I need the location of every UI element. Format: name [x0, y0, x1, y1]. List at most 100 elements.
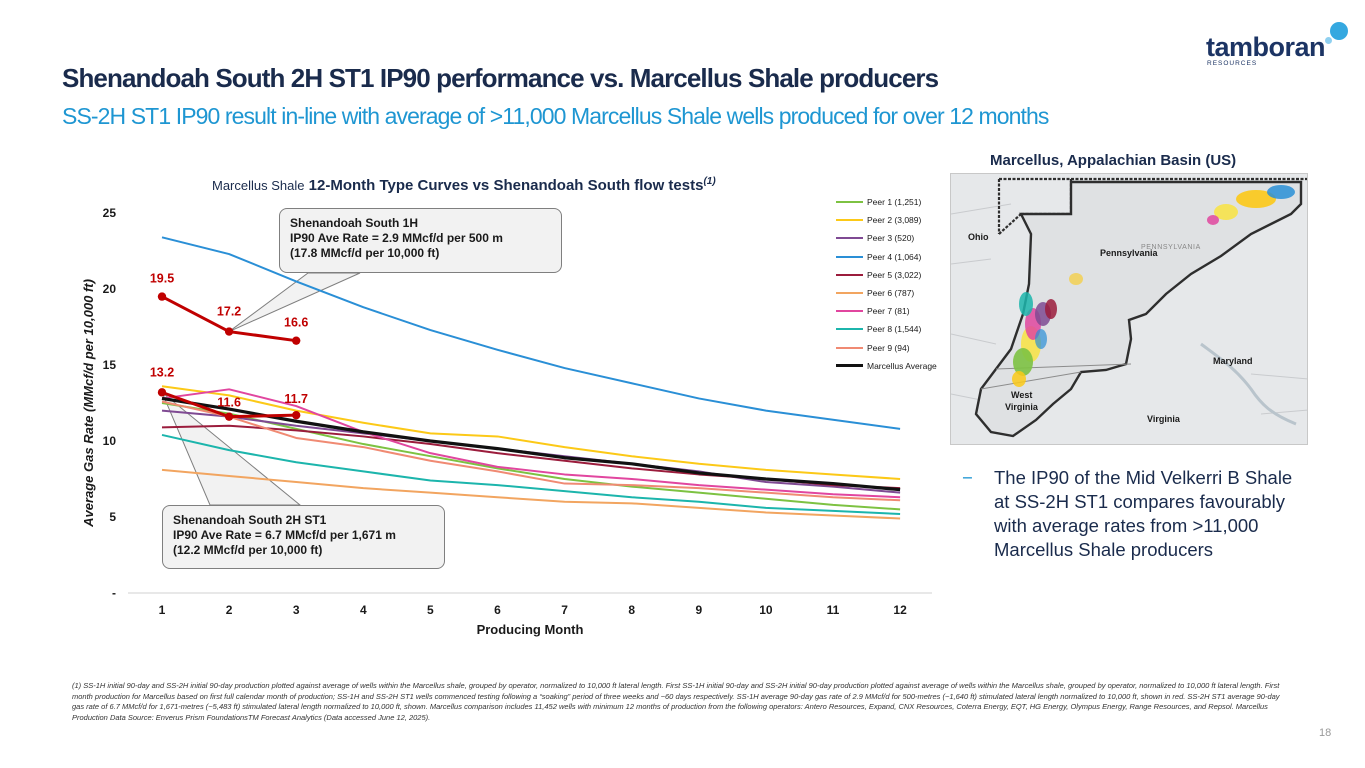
- legend-swatch: [836, 364, 863, 368]
- callout-leader-lines: [161, 272, 361, 506]
- legend-label: Peer 4 (1,064): [867, 251, 922, 262]
- legend-label: Marcellus Average: [867, 360, 937, 371]
- legend-item: Peer 9 (94): [836, 339, 951, 357]
- series-line-peer-4-1-064: [161, 236, 901, 430]
- legend-label: Peer 8 (1,544): [867, 324, 922, 335]
- legend-swatch: [836, 237, 863, 240]
- series-line-peer-1-1-251: [161, 402, 901, 511]
- highlight-data-label: 11.6: [217, 396, 241, 410]
- highlight-point-shenandoah-south-2h-st1: [157, 388, 167, 397]
- highlight-point-shenandoah-south-1h: [224, 327, 234, 336]
- legend-swatch: [836, 292, 863, 295]
- callout-line: IP90 Ave Rate = 6.7 MMcf/d per 1,671 m: [173, 528, 396, 542]
- callout-line: (17.8 MMcf/d per 10,000 ft): [290, 246, 440, 260]
- page-number: 18: [1319, 727, 1332, 739]
- x-tick-label: 9: [695, 603, 702, 617]
- legend-label: Peer 9 (94): [867, 342, 910, 353]
- series-line-peer-5-3-022: [161, 424, 901, 490]
- map-county-lines: [951, 203, 1307, 415]
- callout-line: (12.2 MMcf/d per 10,000 ft): [173, 543, 323, 557]
- x-tick-label: 4: [360, 603, 367, 617]
- chart-labels: 19.5 17.2 16.6 13.2 11.6 11.7: [150, 272, 309, 410]
- legend-swatch: [836, 346, 863, 349]
- leader-ss1h: [228, 272, 361, 333]
- marcellus-basin-map: Ohio Pennsylvania PENNSYLVANIA Maryland …: [950, 173, 1308, 445]
- series-line-marcellus-average: [161, 396, 901, 492]
- footnote: (1) SS-1H initial 90-day and SS-2H initi…: [72, 681, 1280, 722]
- legend-item: Peer 6 (787): [836, 284, 951, 302]
- map-bay: [1200, 342, 1297, 426]
- highlight-data-label: 19.5: [150, 272, 174, 286]
- series-line-peer-9-94: [161, 400, 901, 502]
- chart-title: Marcellus Shale 12-Month Type Curves vs …: [212, 176, 716, 194]
- page-title: Shenandoah South 2H ST1 IP90 performance…: [62, 63, 939, 93]
- x-tick-label: 8: [628, 603, 635, 617]
- x-tick-label: 6: [494, 603, 501, 617]
- legend-item: Marcellus Average: [836, 357, 951, 375]
- bullet-text: The IP90 of the Mid Velkerri B Shale at …: [994, 467, 1293, 560]
- well-clusters: [1012, 185, 1295, 387]
- x-tick-label: 5: [427, 603, 434, 617]
- x-tick-label: 3: [293, 603, 300, 617]
- legend-swatch: [836, 255, 863, 258]
- callout-ss1h: Shenandoah South 1H IP90 Ave Rate = 2.9 M…: [279, 208, 562, 273]
- logo-wordmark: tamboran: [1206, 32, 1326, 62]
- series-line-peer-6-787: [161, 468, 901, 520]
- legend-swatch: [836, 328, 863, 331]
- logo-subtext: RESOURCES: [1207, 60, 1258, 67]
- y-tick-label: 10: [103, 434, 117, 448]
- x-tick-label: 12: [893, 603, 907, 617]
- legend-item: Peer 3 (520): [836, 229, 951, 247]
- chart-title-main: 12-Month Type Curves vs Shenandoah South…: [308, 177, 704, 194]
- x-tick-label: 7: [561, 603, 568, 617]
- map-label-virginia-wv: Virginia: [1005, 402, 1038, 412]
- chart-title-note: (1): [703, 176, 716, 187]
- legend-label: Peer 6 (787): [867, 288, 915, 299]
- legend-swatch: [836, 201, 863, 204]
- x-tick-label: 11: [827, 603, 840, 617]
- series-line-peer-8-1-544: [161, 433, 901, 515]
- callout-line: Shenandoah South 2H ST1: [173, 513, 327, 527]
- logo-dot-small-icon: [1325, 37, 1332, 44]
- legend-swatch: [836, 310, 863, 313]
- legend-item: Peer 2 (3,089): [836, 211, 951, 229]
- chart-title-prefix: Marcellus Shale: [212, 178, 305, 193]
- legend-label: Peer 2 (3,089): [867, 215, 922, 226]
- map-label-ohio: Ohio: [968, 232, 989, 242]
- map-title: Marcellus, Appalachian Basin (US): [990, 152, 1237, 169]
- legend-label: Peer 7 (81): [867, 306, 910, 317]
- chart-highlight-series: [157, 292, 301, 421]
- map-label-pennsylvania-faint: PENNSYLVANIA: [1141, 244, 1201, 251]
- company-logo: tamboran RESOURCES: [1206, 22, 1356, 72]
- legend-label: Peer 1 (1,251): [867, 197, 922, 208]
- callout-line: Shenandoah South 1H: [290, 216, 419, 230]
- x-tick-label: 2: [226, 603, 233, 617]
- page-subtitle: SS-2H ST1 IP90 result in-line with avera…: [62, 103, 1049, 129]
- highlight-data-label: 13.2: [150, 365, 174, 379]
- map-graphic: [951, 174, 1307, 444]
- highlight-point-shenandoah-south-1h: [157, 292, 167, 301]
- logo-dot-large-icon: [1330, 22, 1348, 40]
- x-tick-label: 10: [759, 603, 773, 617]
- y-tick-label: -: [112, 586, 116, 600]
- map-label-west: West: [1011, 390, 1033, 400]
- y-tick-label: 20: [103, 282, 117, 296]
- chart-legend: Peer 1 (1,251) Peer 2 (3,089) Peer 3 (520)…: [836, 193, 951, 375]
- highlight-point-shenandoah-south-2h-st1: [292, 410, 301, 420]
- highlight-data-label: 17.2: [217, 305, 241, 319]
- marcellus-play-outline: [974, 180, 1303, 438]
- chart-series: [161, 236, 901, 520]
- legend-label: Peer 3 (520): [867, 233, 915, 244]
- highlight-data-label: 11.7: [284, 392, 308, 406]
- callout-ss2h-st1: Shenandoah South 2H ST1 IP90 Ave Rate = 6…: [162, 505, 445, 569]
- x-axis-label: Producing Month: [477, 622, 584, 637]
- legend-item: Peer 1 (1,251): [836, 193, 951, 211]
- highlight-data-label: 16.6: [284, 316, 308, 330]
- x-tick-label: 1: [159, 603, 166, 617]
- y-tick-label: 5: [109, 510, 116, 524]
- series-line-peer-2-3-089: [161, 385, 901, 480]
- highlight-point-shenandoah-south-2h-st1: [224, 412, 234, 421]
- legend-item: Peer 4 (1,064): [836, 248, 951, 266]
- map-label-maryland: Maryland: [1213, 356, 1253, 366]
